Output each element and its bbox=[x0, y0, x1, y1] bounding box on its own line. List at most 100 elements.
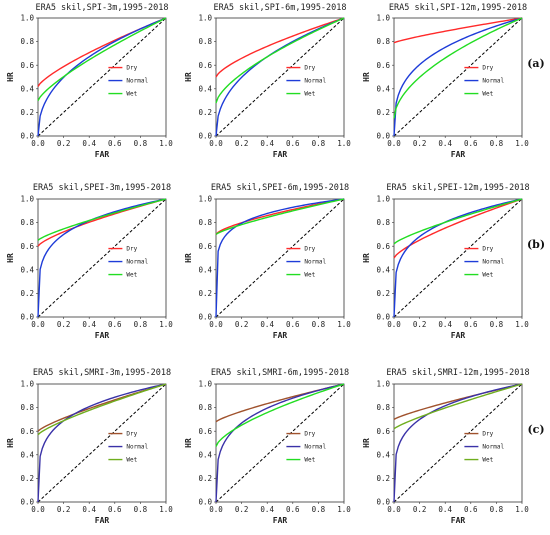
x-tick-label-p8: 0.6 bbox=[286, 505, 300, 514]
no-skill-diagonal-p6 bbox=[393, 198, 523, 318]
x-axis-label-p4: FAR bbox=[95, 331, 110, 340]
plot-frame-p9 bbox=[393, 383, 523, 503]
y-tick-label-p6: 1.0 bbox=[376, 195, 390, 204]
chart-title-p2: ERA5 skil,SPI-6m,1995-2018 bbox=[213, 3, 346, 13]
y-tick-label-p7: 0.6 bbox=[20, 427, 34, 436]
series-line-wet-p9 bbox=[393, 383, 523, 430]
legend-label-wet-p1: Wet bbox=[126, 91, 137, 98]
y-tick-label-p3: 0.4 bbox=[376, 84, 390, 93]
y-tick-label-p5: 0.2 bbox=[198, 289, 212, 298]
legend-label-normal-p4: Normal bbox=[126, 259, 148, 266]
x-tick-label-p4: 0.6 bbox=[108, 320, 122, 329]
x-tick-label-p7: 0.2 bbox=[57, 505, 71, 514]
y-tick-label-p4: 0.6 bbox=[20, 242, 34, 251]
series-line-wet-p4 bbox=[37, 198, 167, 241]
y-axis-label-p2: HR bbox=[184, 72, 193, 82]
x-tick-label-p3: 1.0 bbox=[515, 139, 529, 148]
no-skill-diagonal-p2 bbox=[215, 17, 345, 137]
y-tick-label-p8: 0.8 bbox=[198, 403, 212, 412]
x-tick-label-p9: 0.6 bbox=[464, 505, 478, 514]
x-tick-label-p6: 0.6 bbox=[464, 320, 478, 329]
x-tick-label-p1: 0.0 bbox=[31, 139, 45, 148]
series-line-wet-p8 bbox=[215, 383, 345, 447]
series-line-wet-p6 bbox=[393, 198, 523, 245]
y-axis-label-p8: HR bbox=[184, 438, 193, 448]
no-skill-diagonal-p1 bbox=[37, 17, 167, 137]
y-tick-label-p3: 0.2 bbox=[376, 108, 390, 117]
x-tick-label-p6: 1.0 bbox=[515, 320, 529, 329]
series-line-wet-p2 bbox=[215, 17, 345, 104]
legend-label-wet-p7: Wet bbox=[126, 457, 137, 464]
plot-frame-p7 bbox=[37, 383, 167, 503]
legend-label-dry-p3: Dry bbox=[482, 65, 493, 72]
legend-label-wet-p5: Wet bbox=[304, 272, 315, 279]
x-tick-label-p6: 0.8 bbox=[490, 320, 504, 329]
x-tick-label-p3: 0.8 bbox=[490, 139, 504, 148]
x-axis-label-p1: FAR bbox=[95, 150, 110, 159]
y-axis-label-p3: HR bbox=[362, 72, 371, 82]
x-tick-label-p3: 0.0 bbox=[387, 139, 401, 148]
x-tick-label-p6: 0.2 bbox=[413, 320, 427, 329]
series-line-normal-p9 bbox=[393, 383, 523, 503]
y-tick-label-p4: 0.2 bbox=[20, 289, 34, 298]
y-tick-label-p5: 0.0 bbox=[198, 313, 212, 322]
y-tick-label-p4: 0.4 bbox=[20, 265, 34, 274]
plot-frame-p4 bbox=[37, 198, 167, 318]
x-tick-label-p7: 0.0 bbox=[31, 505, 45, 514]
x-tick-label-p9: 1.0 bbox=[515, 505, 529, 514]
x-tick-label-p8: 0.8 bbox=[312, 505, 326, 514]
legend-label-dry-p1: Dry bbox=[126, 65, 137, 72]
x-tick-label-p1: 0.6 bbox=[108, 139, 122, 148]
x-axis-label-p5: FAR bbox=[273, 331, 288, 340]
row-label-3: (c) bbox=[527, 423, 544, 436]
legend-label-wet-p4: Wet bbox=[126, 272, 137, 279]
legend-label-dry-p8: Dry bbox=[304, 431, 315, 438]
y-tick-label-p5: 0.8 bbox=[198, 218, 212, 227]
y-tick-label-p2: 1.0 bbox=[198, 14, 212, 23]
y-tick-label-p7: 0.2 bbox=[20, 474, 34, 483]
y-tick-label-p4: 0.8 bbox=[20, 218, 34, 227]
y-tick-label-p9: 0.6 bbox=[376, 427, 390, 436]
series-line-wet-p1 bbox=[37, 17, 167, 101]
y-tick-label-p9: 0.0 bbox=[376, 498, 390, 507]
series-line-normal-p1 bbox=[37, 17, 167, 137]
x-axis-label-p7: FAR bbox=[95, 516, 110, 525]
y-tick-label-p5: 0.6 bbox=[198, 242, 212, 251]
x-tick-label-p3: 0.4 bbox=[438, 139, 452, 148]
y-tick-label-p7: 0.8 bbox=[20, 403, 34, 412]
y-tick-label-p1: 1.0 bbox=[20, 14, 34, 23]
chart-title-p8: ERA5 skil,SMRI-6m,1995-2018 bbox=[211, 368, 349, 378]
x-tick-label-p1: 0.2 bbox=[57, 139, 71, 148]
series-line-wet-p7 bbox=[37, 383, 167, 436]
series-line-dry-p3 bbox=[393, 17, 523, 44]
x-tick-label-p7: 0.8 bbox=[134, 505, 148, 514]
y-axis-label-p4: HR bbox=[6, 253, 15, 263]
y-axis-label-p6: HR bbox=[362, 253, 371, 263]
legend-label-dry-p4: Dry bbox=[126, 246, 137, 253]
chart-title-p7: ERA5 skil,SMRI-3m,1995-2018 bbox=[33, 368, 171, 378]
legend-label-dry-p6: Dry bbox=[482, 246, 493, 253]
y-tick-label-p6: 0.0 bbox=[376, 313, 390, 322]
y-tick-label-p9: 0.2 bbox=[376, 474, 390, 483]
x-tick-label-p8: 0.4 bbox=[260, 505, 274, 514]
y-tick-label-p5: 0.4 bbox=[198, 265, 212, 274]
y-tick-label-p1: 0.4 bbox=[20, 84, 34, 93]
chart-title-p3: ERA5 skil,SPI-12m,1995-2018 bbox=[389, 3, 527, 13]
x-tick-label-p4: 0.8 bbox=[134, 320, 148, 329]
x-tick-label-p7: 0.4 bbox=[82, 505, 96, 514]
x-tick-label-p2: 0.4 bbox=[260, 139, 274, 148]
x-tick-label-p1: 1.0 bbox=[159, 139, 173, 148]
y-tick-label-p3: 1.0 bbox=[376, 14, 390, 23]
y-tick-label-p6: 0.4 bbox=[376, 265, 390, 274]
x-axis-label-p2: FAR bbox=[273, 150, 288, 159]
chart-title-p1: ERA5 skil,SPI-3m,1995-2018 bbox=[35, 3, 168, 13]
y-tick-label-p1: 0.6 bbox=[20, 61, 34, 70]
x-tick-label-p1: 0.8 bbox=[134, 139, 148, 148]
y-tick-label-p2: 0.0 bbox=[198, 132, 212, 141]
x-tick-label-p3: 0.2 bbox=[413, 139, 427, 148]
chart-title-p5: ERA5 skil,SPEI-6m,1995-2018 bbox=[211, 183, 349, 193]
x-tick-label-p2: 0.6 bbox=[286, 139, 300, 148]
series-line-normal-p4 bbox=[37, 198, 167, 318]
